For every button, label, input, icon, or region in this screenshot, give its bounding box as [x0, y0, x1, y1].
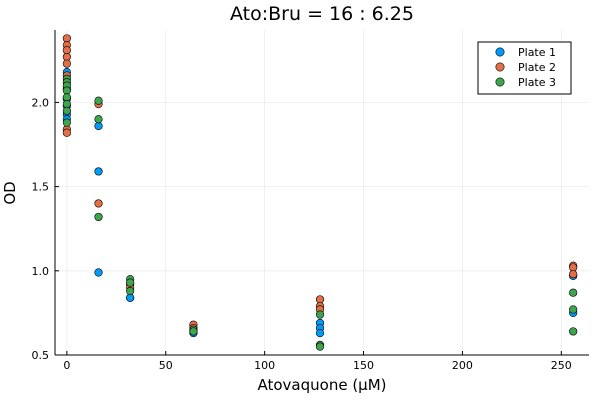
point-plate-3-15 — [189, 327, 198, 336]
y-tick-label-1: 1.0 — [32, 265, 50, 278]
axes-frame — [54, 30, 589, 356]
point-plate-3-7 — [62, 118, 71, 127]
legend-marker-1 — [495, 47, 505, 57]
legend-marker-3 — [495, 77, 505, 87]
point-plate-2-19 — [569, 270, 578, 279]
y-tick-label-0: 0.5 — [32, 349, 50, 362]
x-tick-label-0: 0 — [63, 359, 70, 372]
x-tick-label-5: 250 — [551, 359, 572, 372]
legend-label-3: Plate 3 — [518, 76, 556, 89]
point-plate-3-10 — [94, 212, 103, 222]
x-tick-label-1: 50 — [159, 359, 173, 372]
legend-label-2: Plate 2 — [518, 61, 556, 74]
point-plate-2-9 — [94, 199, 103, 208]
legend-label-1: Plate 1 — [518, 46, 556, 59]
x-axis-label: Atovaquone (µM) — [257, 376, 386, 394]
point-plate-3-6 — [62, 106, 71, 115]
x-tick-label-3: 150 — [353, 359, 374, 372]
data-points — [62, 34, 578, 351]
point-plate-2-4 — [62, 59, 71, 68]
point-plate-3-9 — [94, 115, 103, 124]
point-plate-3-18 — [315, 342, 325, 351]
legend-marker-2 — [495, 62, 505, 72]
point-plate-1-15 — [315, 329, 325, 338]
point-plate-2-7 — [62, 128, 71, 137]
point-plate-3-20 — [569, 305, 578, 314]
point-plate-1-8 — [94, 268, 103, 277]
x-tick-label-2: 100 — [254, 359, 275, 372]
chart-title: Ato:Bru = 16 : 6.25 — [230, 3, 414, 25]
point-plate-3-16 — [315, 310, 325, 319]
point-plate-3-13 — [126, 286, 135, 296]
y-axis-label: OD — [1, 181, 19, 204]
point-plate-3-21 — [569, 327, 578, 336]
point-plate-3-12 — [126, 278, 135, 287]
legend: Plate 1 Plate 2 Plate 3 — [477, 41, 572, 95]
y-tick-label-3: 2.0 — [32, 96, 50, 109]
x-tick-label-4: 200 — [452, 359, 473, 372]
y-axis-ticks: 0.5 1.0 1.5 2.0 — [32, 96, 59, 362]
point-plate-1-7 — [94, 167, 103, 176]
point-plate-3-8 — [94, 96, 103, 105]
x-axis-ticks: 0 50 100 150 200 250 — [63, 351, 572, 372]
point-plate-3-19 — [569, 288, 578, 297]
y-tick-label-2: 1.5 — [32, 181, 50, 194]
legend-box — [477, 41, 572, 95]
